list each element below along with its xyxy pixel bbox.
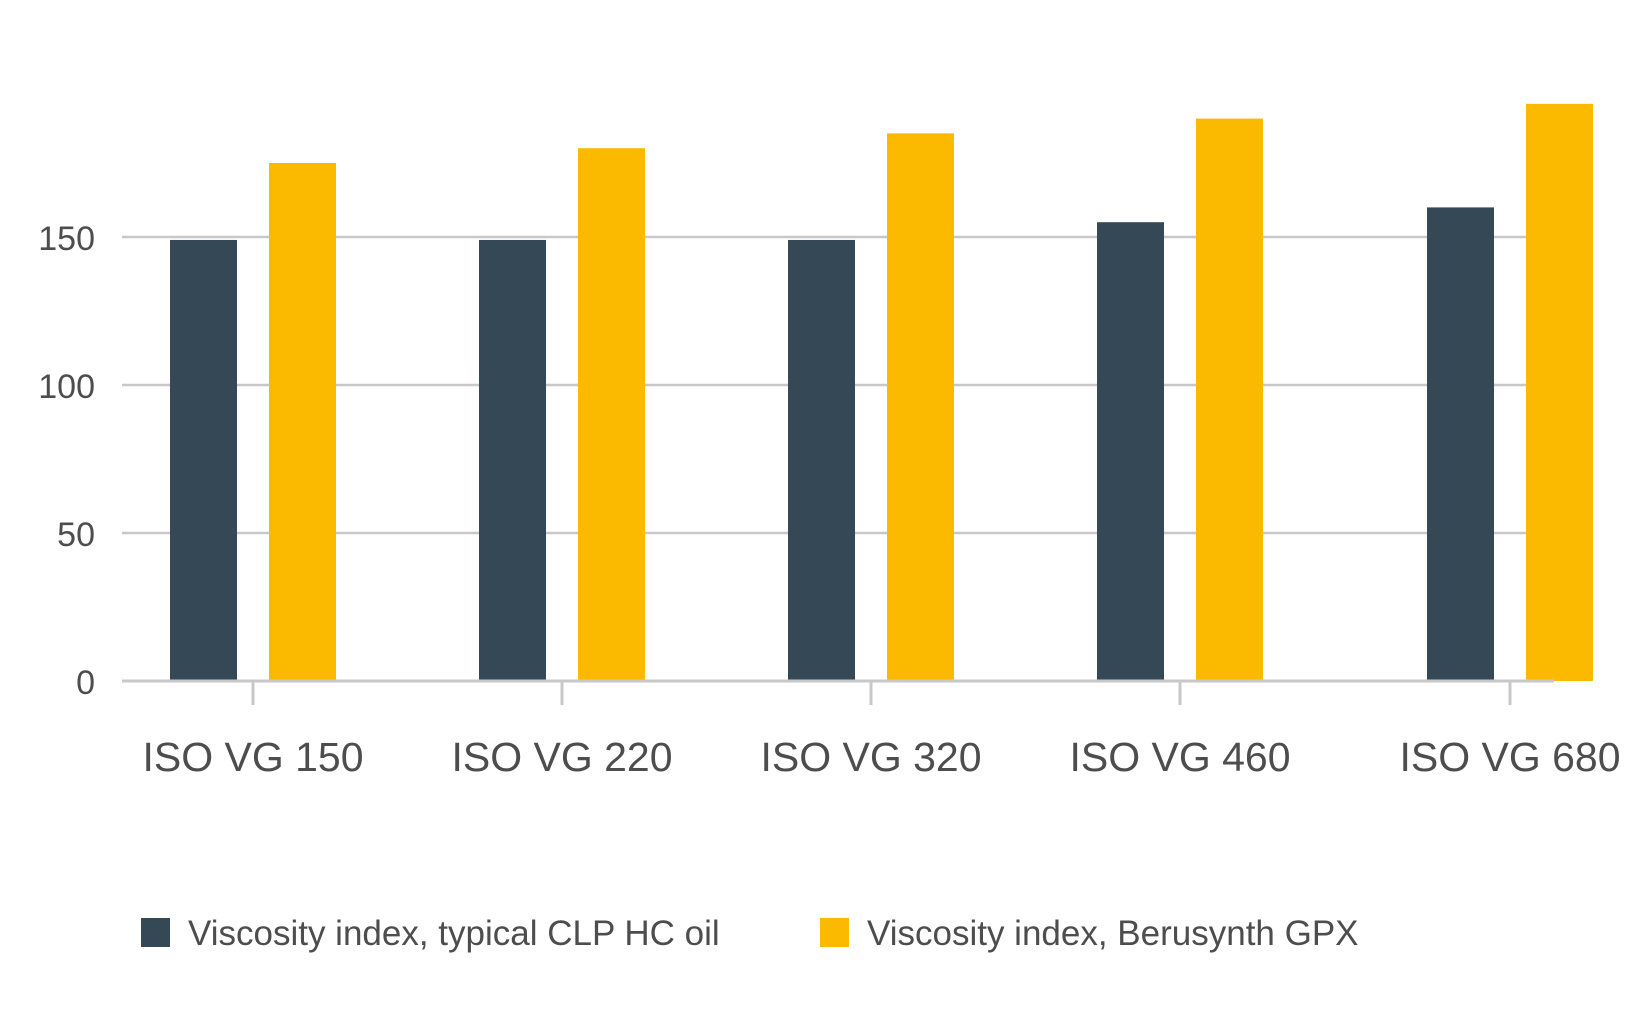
legend-label: Viscosity index, typical CLP HC oil [188,914,720,953]
x-tick-label: ISO VG 150 [142,734,363,780]
y-tick-label: 0 [76,664,95,702]
legend-item-clp-hc-oil: Viscosity index, typical CLP HC oil [141,914,720,953]
x-axis-ticks: ISO VG 150 ISO VG 220 ISO VG 320 ISO VG 460… [142,681,1621,780]
bar-berusynth-gpx-3 [1196,118,1263,682]
y-tick-label: 50 [57,516,95,554]
bar-berusynth-gpx-1 [578,148,645,681]
legend-label: Viscosity index, Berusynth GPX [867,914,1359,953]
x-tick-label: ISO VG 220 [451,734,672,780]
bar-clp-hc-oil-0 [170,239,237,681]
bar-clp-hc-oil-2 [788,239,855,681]
bar-clp-hc-oil-1 [479,239,546,681]
x-tick-label: ISO VG 680 [1399,734,1620,780]
bar-berusynth-gpx-4 [1526,103,1593,682]
bars [170,103,1593,682]
y-tick-label: 100 [38,368,95,406]
y-axis-ticks: 0 50 100 150 [38,220,95,702]
y-tick-label: 150 [38,220,95,258]
legend-swatch [141,918,170,947]
bar-berusynth-gpx-0 [269,163,336,681]
legend: Viscosity index, typical CLP HC oil Visco… [141,914,1359,953]
bar-berusynth-gpx-2 [887,133,954,681]
bar-clp-hc-oil-4 [1427,207,1494,681]
legend-item-berusynth-gpx: Viscosity index, Berusynth GPX [820,914,1359,953]
x-tick-label: ISO VG 460 [1069,734,1290,780]
x-tick-label: ISO VG 320 [760,734,981,780]
legend-swatch [820,918,849,947]
bar-clp-hc-oil-3 [1097,222,1164,681]
